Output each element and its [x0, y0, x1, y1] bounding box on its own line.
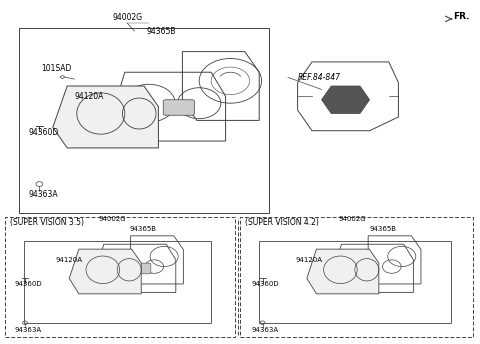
FancyBboxPatch shape — [129, 263, 151, 274]
Text: 94002G: 94002G — [339, 216, 367, 222]
Text: 101SAD: 101SAD — [41, 64, 71, 73]
Text: 94120A: 94120A — [74, 92, 104, 101]
Bar — [24, 241, 211, 323]
Text: 94360D: 94360D — [14, 281, 42, 287]
Text: 94365B: 94365B — [130, 226, 156, 232]
Text: 94120A: 94120A — [295, 257, 322, 263]
Polygon shape — [69, 249, 141, 294]
Bar — [5, 217, 235, 337]
Text: 94365B: 94365B — [370, 226, 396, 232]
Text: 94363A: 94363A — [29, 190, 59, 199]
Text: 94002G: 94002G — [99, 216, 127, 222]
Bar — [19, 28, 269, 213]
FancyBboxPatch shape — [163, 100, 194, 115]
Text: (SUPER VISION 4.2): (SUPER VISION 4.2) — [245, 218, 319, 227]
Bar — [259, 241, 451, 323]
Bar — [240, 217, 473, 337]
Text: 94365B: 94365B — [146, 27, 176, 36]
Text: REF.84-847: REF.84-847 — [298, 73, 341, 82]
Text: 94002G: 94002G — [112, 13, 142, 22]
Polygon shape — [53, 86, 158, 148]
Text: 94363A: 94363A — [14, 327, 42, 333]
Polygon shape — [322, 86, 370, 114]
Text: FR.: FR. — [454, 12, 470, 21]
Text: 94363A: 94363A — [252, 327, 279, 333]
Text: (SUPER VISION 3.5): (SUPER VISION 3.5) — [10, 218, 84, 227]
Polygon shape — [307, 249, 379, 294]
Text: 94120A: 94120A — [55, 257, 82, 263]
Text: 94360D: 94360D — [29, 128, 59, 137]
Text: 94360D: 94360D — [252, 281, 280, 287]
